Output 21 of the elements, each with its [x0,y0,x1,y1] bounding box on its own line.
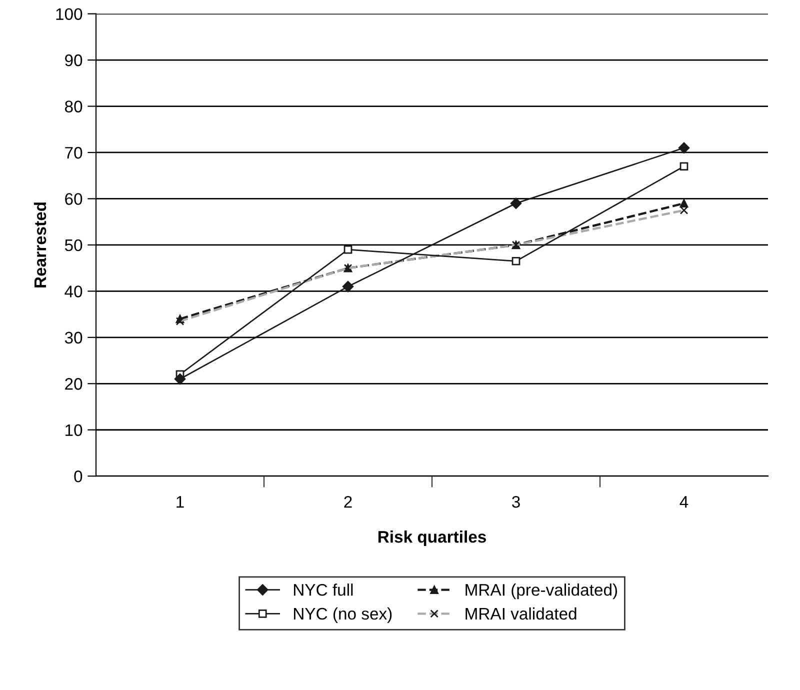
y-tick-label: 100 [56,8,82,20]
x-tick-label: 4 [680,496,688,508]
legend-label: MRAI validated [466,607,576,620]
x-tick-label: 1 [176,496,184,508]
legend-label: NYC (no sex) [294,607,392,623]
y-tick-label: 70 [65,146,82,159]
legend-label: NYC full [294,584,353,596]
legend-label: MRAI (pre-validated) [466,584,618,600]
y-tick-label: 20 [65,378,82,390]
y-tick-label: 30 [64,332,82,344]
y-tick-label: 10 [66,424,82,436]
x-tick-label: 3 [512,496,520,508]
y-tick-label: 60 [65,193,82,205]
y-tick-label: 40 [64,286,82,298]
y-axis-title: Rearrested [34,202,46,288]
y-tick-label: 0 [74,470,82,482]
y-tick-label: 90 [65,54,82,66]
y-tick-label: 80 [64,100,82,112]
y-tick-label: 50 [64,239,82,252]
x-axis-title: Risk quartiles [378,530,486,546]
x-tick-label: 2 [344,496,352,508]
